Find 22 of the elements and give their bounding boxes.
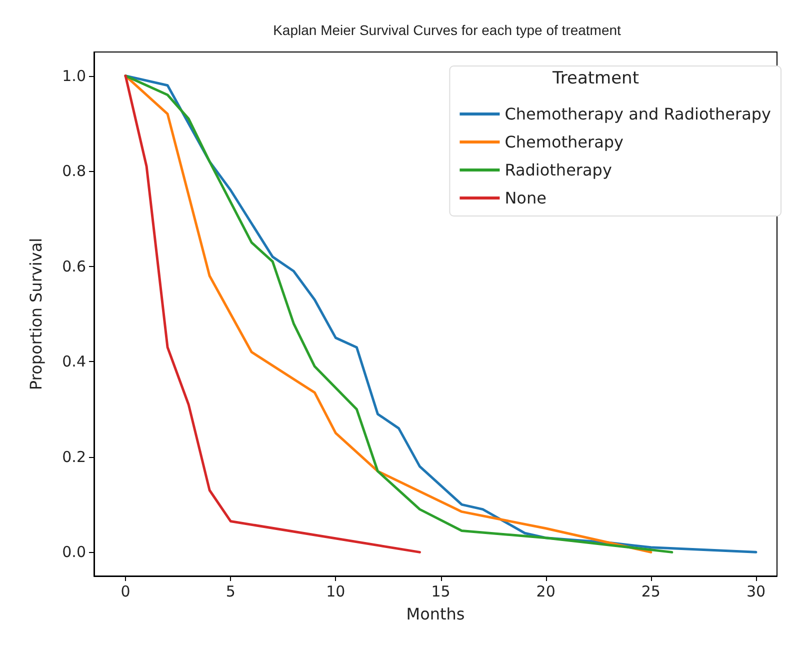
- x-tick-label: 30: [746, 582, 766, 600]
- legend-label: Chemotherapy and Radiotherapy: [504, 104, 771, 124]
- x-tick-label: 0: [120, 582, 130, 600]
- line-series: [124, 74, 421, 554]
- y-axis-title: Proportion Survival: [26, 238, 46, 390]
- x-tick-label: 5: [226, 582, 236, 600]
- legend-label: Chemotherapy: [504, 132, 624, 152]
- y-tick-label: 0.8: [62, 162, 86, 180]
- y-tick-label: 0.0: [62, 543, 86, 562]
- x-tick-label: 15: [431, 582, 450, 600]
- y-tick-label: 1.0: [62, 66, 86, 85]
- legend-label: None: [504, 188, 546, 208]
- legend-title: Treatment: [552, 68, 640, 88]
- x-tick-label: 20: [536, 582, 556, 600]
- y-tick-label: 0.6: [62, 257, 86, 276]
- y-tick-label: 0.4: [62, 352, 86, 371]
- y-tick-label: 0.2: [62, 448, 86, 466]
- x-tick-label: 10: [326, 582, 346, 600]
- x-axis-title: Months: [406, 604, 465, 624]
- x-tick-label: 25: [641, 582, 660, 600]
- legend-label: Radiotherapy: [504, 160, 612, 180]
- chart-title: Kaplan Meier Survival Curves for each type of treatment: [273, 22, 622, 38]
